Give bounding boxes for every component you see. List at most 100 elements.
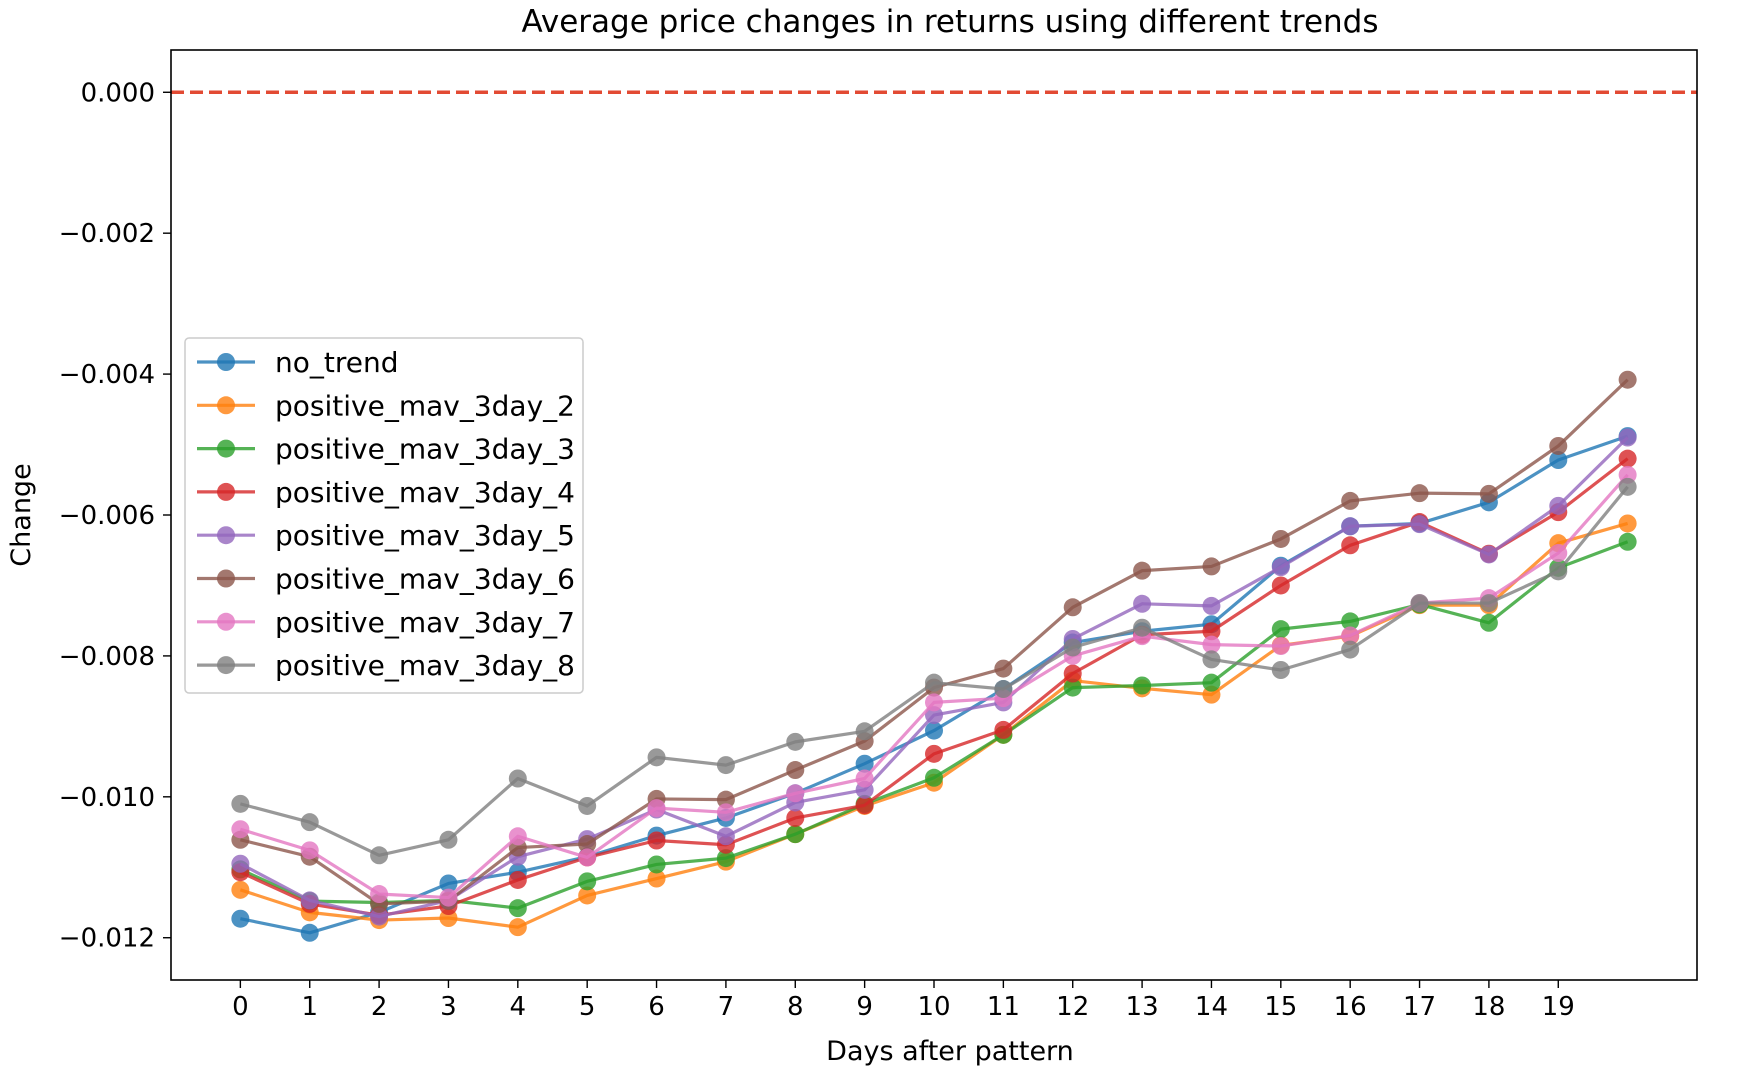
- data-point: [716, 849, 735, 868]
- x-axis: 0 1 2 3 4 5 6 7 8 9 10 11 12 13 14 15 16 17 18 19: [232, 980, 1575, 1022]
- y-tick-label: −0.002: [59, 219, 155, 249]
- data-point: [1549, 544, 1568, 563]
- data-point: [578, 835, 597, 854]
- data-point: [439, 830, 458, 849]
- data-point: [508, 870, 527, 889]
- data-point: [1549, 436, 1568, 455]
- legend-marker: [217, 526, 235, 545]
- x-tick-label: 0: [232, 992, 249, 1022]
- legend-label: positive_mav_3day_8: [275, 649, 575, 682]
- series-positive_mav_3day_7: [231, 465, 1637, 907]
- y-axis-label: Change: [6, 463, 37, 566]
- data-point: [508, 827, 527, 846]
- data-point: [925, 706, 943, 725]
- legend-item: positive_mav_3day_2: [197, 389, 575, 422]
- y-tick-label: 0.000: [81, 78, 155, 108]
- x-tick-label: 16: [1334, 992, 1367, 1022]
- legend-item: no_trend: [197, 346, 399, 379]
- legend-marker: [217, 656, 235, 675]
- data-point: [1479, 545, 1498, 564]
- x-tick-label: 3: [440, 992, 457, 1022]
- x-tick-label: 7: [718, 992, 735, 1022]
- x-tick-label: 19: [1542, 992, 1575, 1022]
- data-point: [925, 768, 943, 787]
- data-point: [1271, 558, 1290, 577]
- x-tick-label: 15: [1264, 992, 1297, 1022]
- data-point: [231, 820, 250, 839]
- y-tick-label: −0.010: [59, 783, 155, 813]
- data-point: [647, 748, 666, 767]
- legend-item: positive_mav_3day_5: [197, 519, 575, 552]
- data-point: [231, 854, 250, 873]
- data-point: [994, 659, 1013, 678]
- y-tick-label: −0.008: [59, 642, 155, 672]
- series-positive_mav_3day_8: [231, 477, 1637, 865]
- data-point: [855, 754, 874, 773]
- data-point: [300, 923, 319, 942]
- data-point: [1202, 596, 1221, 615]
- x-tick-label: 11: [987, 992, 1020, 1022]
- legend-label: positive_mav_3day_2: [275, 389, 575, 422]
- data-point: [994, 680, 1013, 699]
- data-point: [1271, 529, 1290, 548]
- x-axis-label: Days after pattern: [826, 1036, 1074, 1066]
- data-point: [716, 803, 735, 822]
- data-point: [1341, 612, 1360, 631]
- x-tick-label: 5: [579, 992, 596, 1022]
- data-point: [1271, 620, 1290, 639]
- data-point: [578, 886, 597, 905]
- data-point: [647, 831, 666, 850]
- data-point: [1549, 562, 1568, 581]
- data-point: [508, 899, 527, 918]
- data-point: [925, 693, 943, 712]
- data-point: [855, 796, 874, 815]
- x-tick-label: 14: [1195, 992, 1228, 1022]
- data-point: [231, 909, 250, 928]
- legend-label: positive_mav_3day_3: [275, 433, 575, 466]
- y-tick-label: −0.004: [59, 360, 155, 390]
- data-point: [1479, 484, 1498, 503]
- data-point: [1271, 637, 1290, 656]
- data-point: [1133, 676, 1152, 695]
- data-point: [300, 891, 319, 910]
- legend-marker: [217, 439, 235, 458]
- data-point: [647, 855, 666, 874]
- legend-box: [184, 337, 584, 694]
- data-point: [716, 790, 735, 809]
- data-point: [786, 732, 805, 751]
- series-layer: [231, 370, 1637, 942]
- legend-label: positive_mav_3day_5: [275, 519, 575, 552]
- data-point: [1063, 664, 1082, 683]
- x-tick-label: 13: [1126, 992, 1159, 1022]
- data-point: [300, 841, 319, 860]
- data-point: [1133, 618, 1152, 637]
- legend-marker: [217, 569, 235, 588]
- data-point: [1271, 576, 1290, 595]
- x-tick-label: 2: [371, 992, 388, 1022]
- data-point: [1133, 561, 1152, 580]
- data-point: [1341, 536, 1360, 555]
- data-point: [1063, 678, 1082, 697]
- y-tick-label: −0.006: [59, 501, 155, 531]
- legend-item: positive_mav_3day_8: [197, 649, 575, 682]
- data-point: [508, 769, 527, 788]
- chart-title: Average price changes in returns using d…: [521, 4, 1378, 40]
- data-point: [1202, 557, 1221, 576]
- data-point: [994, 720, 1013, 739]
- x-tick-label: 12: [1056, 992, 1089, 1022]
- y-tick-label: −0.012: [59, 924, 155, 954]
- data-point: [855, 769, 874, 788]
- data-point: [925, 744, 943, 763]
- data-point: [1410, 594, 1429, 613]
- x-tick-label: 10: [917, 992, 950, 1022]
- data-point: [786, 808, 805, 827]
- data-point: [370, 907, 389, 926]
- legend-item: positive_mav_3day_3: [197, 433, 575, 466]
- data-point: [647, 869, 666, 888]
- data-point: [1618, 477, 1637, 496]
- data-point: [1063, 598, 1082, 617]
- legend-label: positive_mav_3day_7: [275, 606, 575, 639]
- x-tick-label: 6: [648, 992, 665, 1022]
- x-tick-label: 9: [856, 992, 873, 1022]
